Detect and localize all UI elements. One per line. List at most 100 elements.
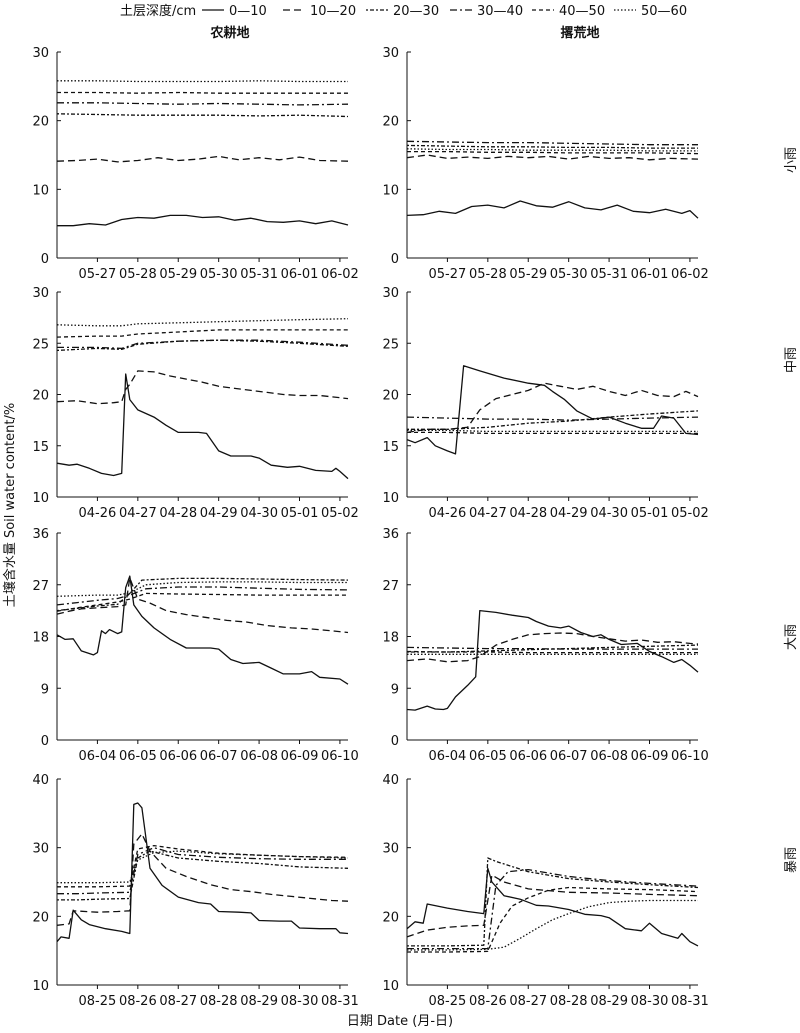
series-line — [57, 91, 348, 94]
x-tick-label: 06-02 — [671, 267, 709, 282]
series-line — [406, 200, 699, 219]
x-tick-label: 05-02 — [671, 506, 709, 521]
x-tick-label: 05-01 — [631, 506, 669, 521]
x-tick-label: 05-27 — [79, 267, 117, 282]
x-tick-label: 04-28 — [159, 506, 197, 521]
x-tick-label: 06-09 — [281, 749, 319, 764]
legend-label: 30—40 — [477, 4, 523, 19]
x-tick-label: 06-09 — [631, 749, 669, 764]
x-tick-label: 06-08 — [590, 749, 628, 764]
y-tick-label: 25 — [382, 337, 399, 352]
y-tick-label: 10 — [32, 979, 49, 994]
legend-label: 10—20 — [310, 4, 356, 19]
y-tick-label: 10 — [382, 491, 399, 506]
x-tick-label: 08-29 — [590, 994, 628, 1009]
series-line — [406, 148, 698, 152]
series-line — [407, 150, 699, 155]
series-line — [57, 214, 349, 227]
legend-label: 40—50 — [559, 4, 605, 19]
y-tick-label: 20 — [382, 115, 399, 130]
y-axis-label: 土壤含水量 Soil water content/% — [2, 403, 18, 607]
x-axis-label: 日期 Date (月-日) — [347, 1014, 453, 1029]
series-line — [56, 113, 349, 118]
y-tick-label: 20 — [32, 115, 49, 130]
series-line — [56, 577, 349, 612]
y-tick-label: 10 — [32, 183, 49, 198]
series-line — [407, 429, 698, 433]
series-line — [57, 844, 349, 888]
y-tick-label: 10 — [382, 183, 399, 198]
panel: 0 9 18 27 36 06-04 06-05 06-06 06-07 06-08 06-09 06… — [382, 527, 708, 764]
x-tick-label: 08-27 — [509, 994, 547, 1009]
y-tick-label: 30 — [382, 286, 399, 301]
y-tick-label: 20 — [32, 389, 49, 404]
series-line — [406, 365, 699, 455]
row-title-moderate-rain: 中雨 — [784, 347, 799, 373]
x-tick-label: 04-26 — [429, 506, 467, 521]
series-line — [406, 609, 699, 711]
legend-label: 20—30 — [393, 4, 439, 19]
series-line — [407, 431, 698, 435]
x-tick-label: 05-01 — [281, 506, 319, 521]
y-tick-label: 15 — [382, 440, 399, 455]
x-tick-label: 04-28 — [509, 506, 547, 521]
x-tick-label: 05-29 — [509, 267, 547, 282]
series-line — [406, 140, 698, 146]
series-line — [406, 632, 699, 663]
series-line — [56, 155, 349, 163]
x-tick-label: 06-04 — [79, 749, 117, 764]
x-tick-label: 05-28 — [469, 267, 507, 282]
series-line — [406, 416, 699, 421]
y-tick-label: 20 — [382, 910, 399, 925]
series-line — [56, 575, 349, 685]
x-tick-label: 05-28 — [119, 267, 157, 282]
x-tick-label: 08-29 — [240, 994, 278, 1009]
x-tick-label: 08-31 — [321, 994, 359, 1009]
x-tick-label: 06-02 — [321, 267, 359, 282]
y-tick-label: 36 — [382, 527, 399, 542]
x-tick-label: 08-26 — [119, 994, 157, 1009]
x-tick-label: 08-30 — [281, 994, 319, 1009]
x-tick-label: 08-26 — [469, 994, 507, 1009]
x-tick-label: 05-30 — [550, 267, 588, 282]
panel: 10 20 30 40 08-25 08-26 08-27 08-28 08-29 08-30 08… — [32, 773, 358, 1009]
y-tick-label: 15 — [32, 440, 49, 455]
y-tick-label: 18 — [32, 631, 49, 646]
panel: 0 10 20 30 05-27 05-28 05-29 05-30 05-31 06-01 06-… — [382, 46, 708, 282]
panel: 10 20 30 40 08-25 08-26 08-27 08-28 08-29 08-30 08… — [382, 773, 708, 1009]
x-tick-label: 05-27 — [429, 267, 467, 282]
series-line — [406, 874, 699, 938]
y-tick-label: 20 — [382, 389, 399, 404]
series-line — [56, 577, 349, 634]
series-line — [57, 850, 349, 884]
legend-label: 0—10 — [229, 4, 267, 19]
x-tick-label: 08-30 — [631, 994, 669, 1009]
series-line — [56, 370, 349, 405]
x-tick-label: 06-07 — [200, 749, 238, 764]
y-tick-label: 0 — [391, 252, 399, 267]
x-tick-label: 08-31 — [671, 994, 709, 1009]
series-line — [406, 154, 699, 161]
y-tick-label: 40 — [32, 773, 49, 788]
series-line — [56, 833, 349, 926]
x-tick-label: 06-10 — [321, 749, 359, 764]
x-tick-label: 05-31 — [590, 267, 628, 282]
series-line — [56, 339, 349, 352]
legend-label: 50—60 — [641, 4, 687, 19]
x-tick-label: 05-02 — [321, 506, 359, 521]
series-line — [56, 373, 349, 480]
y-tick-label: 9 — [41, 682, 49, 697]
x-tick-label: 06-01 — [631, 267, 669, 282]
series-line — [56, 592, 348, 612]
x-tick-label: 04-30 — [240, 506, 278, 521]
y-tick-label: 18 — [382, 631, 399, 646]
x-tick-label: 04-29 — [550, 506, 588, 521]
x-tick-label: 06-06 — [159, 749, 197, 764]
series-line — [406, 646, 698, 650]
y-tick-label: 30 — [382, 842, 399, 857]
series-line — [406, 382, 699, 434]
series-line — [57, 339, 349, 350]
x-tick-label: 05-30 — [200, 267, 238, 282]
